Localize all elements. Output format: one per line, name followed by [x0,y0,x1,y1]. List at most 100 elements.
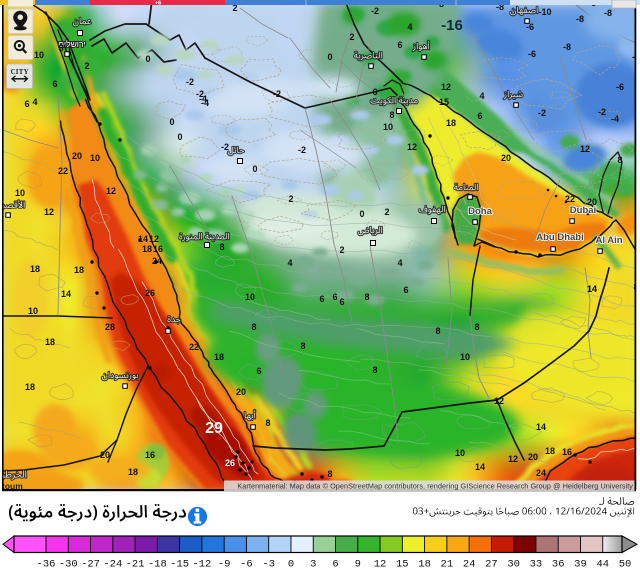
svg-text:Kartenmaterial: Map data © Ope: Kartenmaterial: Map data © OpenStreetMap… [237,482,633,491]
svg-text:Dubai: Dubai [570,205,596,216]
svg-text:8: 8 [364,292,369,302]
svg-text:39: 39 [574,559,587,570]
svg-text:4: 4 [287,258,292,268]
svg-text:2: 2 [384,207,389,217]
svg-text:18: 18 [418,559,431,570]
svg-text:-16: -16 [441,17,463,34]
svg-text:-3: -3 [262,559,275,570]
svg-text:0: 0 [177,132,182,142]
svg-text:10: 10 [15,188,25,198]
svg-text:-2: -2 [371,6,379,16]
svg-text:12: 12 [149,234,159,244]
svg-text:-15: -15 [170,559,189,570]
svg-text:10: 10 [90,153,100,163]
svg-text:12: 12 [44,207,54,217]
svg-text:26: 26 [225,458,235,468]
svg-text:10: 10 [34,50,44,60]
svg-text:18: 18 [74,265,84,275]
svg-text:2: 2 [288,194,293,204]
svg-text:8: 8 [327,469,332,479]
svg-text:44: 44 [596,559,609,570]
svg-text:CITY: CITY [11,69,29,76]
svg-text:14: 14 [587,284,597,294]
svg-text:2: 2 [232,3,237,13]
svg-text:10: 10 [245,292,255,302]
svg-text:+6: +6 [155,1,161,7]
svg-text:28: 28 [105,322,115,332]
svg-text:8: 8 [617,155,622,165]
svg-text:-8: -8 [576,14,584,24]
svg-text:0: 0 [359,209,364,219]
svg-text:-10: -10 [538,7,551,17]
svg-text:-6: -6 [526,22,534,32]
svg-text:6: 6 [403,285,408,295]
svg-text:12: 12 [494,396,504,406]
svg-text:8: 8 [300,341,305,351]
svg-text:Doha: Doha [468,206,492,217]
svg-text:15: 15 [439,97,449,107]
svg-text:-8: -8 [496,2,504,12]
svg-text:50: 50 [619,559,632,570]
svg-text:8: 8 [389,110,394,120]
svg-text:12: 12 [106,186,116,196]
svg-text:8: 8 [265,418,270,428]
svg-text:29: 29 [205,420,223,437]
svg-text:22: 22 [565,194,575,204]
svg-text:-30: -30 [59,559,78,570]
svg-text:-2: -2 [196,89,204,99]
svg-text:12: 12 [580,144,590,154]
svg-text:20: 20 [528,452,538,462]
svg-text:-12: -12 [192,559,211,570]
svg-text:-6: -6 [616,82,624,92]
svg-text:20: 20 [100,450,110,460]
svg-text:18: 18 [446,118,456,128]
svg-text:-8: -8 [604,8,612,18]
svg-text:3: 3 [310,559,316,570]
svg-text:4: 4 [479,91,484,101]
svg-text:4: 4 [32,97,37,107]
svg-text:6: 6 [397,40,402,50]
svg-text:0: 0 [169,117,174,127]
svg-text:-2: -2 [273,89,281,99]
svg-text:8: 8 [219,242,224,252]
svg-text:20: 20 [236,387,246,397]
svg-text:18: 18 [545,446,555,456]
svg-text:18: 18 [30,264,40,274]
svg-text:15: 15 [396,559,409,570]
svg-text:0: 0 [145,54,150,64]
svg-text:18: 18 [45,337,55,347]
svg-text:14: 14 [138,234,148,244]
svg-text:8: 8 [435,326,440,336]
svg-text:-4: -4 [199,94,207,104]
svg-text:-9: -9 [218,559,231,570]
svg-text:6: 6 [319,294,324,304]
svg-text:toum: toum [2,481,23,491]
svg-text:-21: -21 [126,559,145,570]
svg-text:0: 0 [288,559,294,570]
svg-text:10: 10 [455,448,465,458]
svg-text:-36: -36 [37,559,56,570]
svg-text:20: 20 [587,197,597,207]
svg-text:24: 24 [152,256,162,266]
svg-text:24: 24 [536,468,546,478]
svg-text:ירושלים: ירושלים [58,39,85,49]
svg-text:18: 18 [142,244,152,254]
svg-text:14: 14 [475,462,485,472]
svg-text:27: 27 [485,559,498,570]
svg-text:Abu Dhabi: Abu Dhabi [536,232,584,243]
svg-text:22: 22 [189,342,199,352]
svg-text:-6: -6 [528,49,536,59]
svg-text:12: 12 [407,142,417,152]
svg-text:-6: -6 [632,52,640,62]
svg-text:6: 6 [477,111,482,121]
svg-text:16: 16 [562,447,572,457]
svg-text:18: 18 [128,467,138,477]
svg-text:-27: -27 [81,559,100,570]
svg-text:36: 36 [552,559,565,570]
svg-text:12: 12 [508,454,518,464]
svg-text:-2: -2 [186,77,194,87]
svg-text:20: 20 [501,153,511,163]
svg-text:6: 6 [332,559,338,570]
svg-text:4: 4 [397,258,402,268]
svg-text:21: 21 [441,559,454,570]
